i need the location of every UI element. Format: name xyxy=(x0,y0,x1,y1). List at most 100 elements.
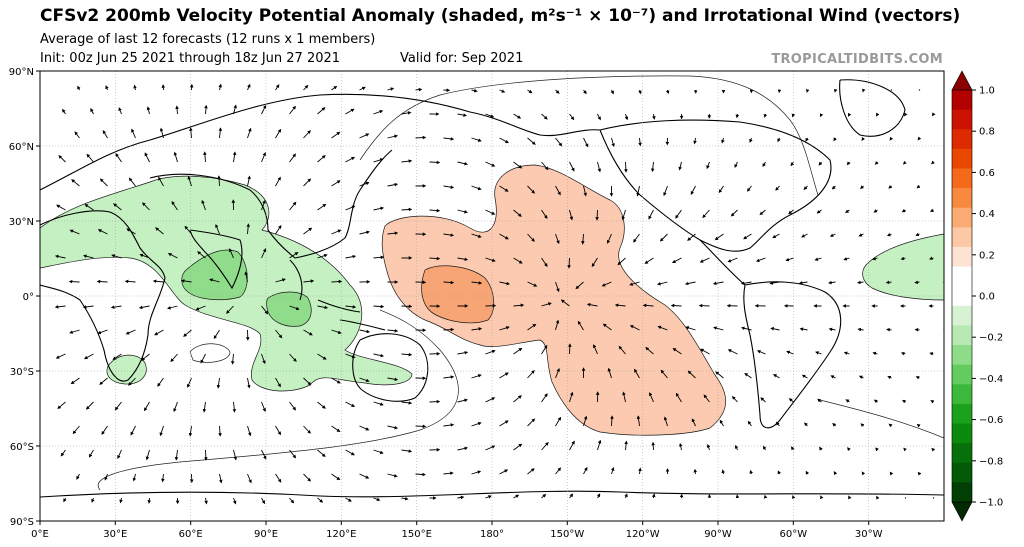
wind-vector xyxy=(541,161,549,171)
colorbar-cell xyxy=(952,207,972,228)
wind-vector xyxy=(819,446,823,451)
wind-vector xyxy=(429,256,441,261)
wind-vector xyxy=(457,113,467,117)
wind-vector xyxy=(387,328,399,333)
wind-vector xyxy=(749,469,753,475)
wind-vector xyxy=(71,179,80,187)
wind-vector xyxy=(788,398,794,403)
wind-vector xyxy=(916,423,921,428)
init-time-label: Init: 00z Jun 25 2021 through 18z Jun 27… xyxy=(40,51,341,66)
wind-vector xyxy=(289,252,299,259)
wind-vector xyxy=(930,400,935,404)
wind-vector xyxy=(217,175,221,187)
wind-vector xyxy=(607,367,612,379)
wind-vector xyxy=(499,89,506,93)
wind-vector xyxy=(946,425,947,426)
wind-vector xyxy=(636,415,641,427)
wind-vector xyxy=(659,233,668,242)
wind-vector xyxy=(485,445,496,451)
wind-vector xyxy=(86,153,94,163)
wind-vector xyxy=(805,470,810,475)
wind-vector xyxy=(902,160,907,165)
wind-vector xyxy=(541,493,547,499)
wind-vector xyxy=(232,401,237,413)
wind-vector xyxy=(583,185,587,197)
wind-vector xyxy=(373,158,384,163)
wind-vector xyxy=(596,493,601,499)
wind-vector xyxy=(101,425,108,435)
wind-vector xyxy=(874,161,879,165)
wind-vector xyxy=(289,353,297,363)
wind-vector xyxy=(706,161,710,170)
wind-vector xyxy=(886,327,892,332)
wind-vector xyxy=(359,133,370,139)
wind-vector xyxy=(900,256,906,261)
wind-vector xyxy=(790,161,795,167)
colorbar-cell xyxy=(952,109,972,130)
wind-vector xyxy=(275,176,281,187)
wind-vector xyxy=(541,344,548,355)
wind-vector xyxy=(55,353,66,359)
wind-vector xyxy=(513,494,520,499)
strong-negative-anomaly-india xyxy=(181,249,248,301)
wind-vector xyxy=(634,368,640,379)
wind-vector xyxy=(872,351,878,356)
wind-vector xyxy=(485,349,496,355)
lon-label: 90°E xyxy=(254,529,278,540)
wind-vector xyxy=(861,136,865,141)
colorbar-tick-label: −1.0 xyxy=(979,498,1003,509)
wind-vector xyxy=(693,137,697,145)
wind-vector xyxy=(246,223,250,235)
wind-vector xyxy=(555,416,562,427)
lon-label: 120°E xyxy=(326,529,356,540)
wind-vector xyxy=(471,327,483,331)
wind-vector xyxy=(847,447,851,451)
graticule xyxy=(40,71,944,521)
wind-vector xyxy=(499,281,511,286)
wind-vector xyxy=(943,232,944,236)
wind-vector xyxy=(331,329,342,334)
wind-vector xyxy=(727,257,738,263)
wind-vector xyxy=(62,108,66,115)
wind-vector xyxy=(331,279,343,284)
wind-vector xyxy=(167,305,178,310)
wind-vector xyxy=(359,230,371,235)
colorbar-extend-top xyxy=(951,70,973,91)
wind-vector xyxy=(69,229,80,235)
wind-vector xyxy=(756,350,766,355)
wind-vector xyxy=(345,156,356,163)
lon-label: 30°E xyxy=(103,529,127,540)
wind-vector xyxy=(247,127,252,139)
wind-vector xyxy=(527,233,535,242)
wind-vector xyxy=(816,209,822,214)
wind-vector xyxy=(202,401,207,413)
wind-vector xyxy=(617,257,626,266)
wind-vector xyxy=(373,401,384,406)
wind-vector xyxy=(77,85,81,91)
wind-vector xyxy=(734,161,738,168)
wind-vector xyxy=(858,375,864,379)
wind-vector xyxy=(104,473,108,481)
wind-vector xyxy=(541,209,548,220)
wind-vector xyxy=(457,209,468,214)
wind-vector xyxy=(219,473,223,484)
wind-vector xyxy=(917,471,922,476)
wind-vector xyxy=(226,305,234,314)
wind-vector xyxy=(685,326,696,331)
wind-vector xyxy=(317,497,324,503)
wind-vector xyxy=(303,377,312,386)
wind-vector xyxy=(760,397,766,403)
wind-vector xyxy=(917,136,922,141)
wind-vector xyxy=(621,209,626,221)
wind-vector xyxy=(678,161,682,171)
wind-vector xyxy=(888,184,893,189)
wind-vector xyxy=(700,348,710,355)
valid-time-label: Valid for: Sep 2021 xyxy=(400,51,524,66)
wind-vector xyxy=(597,161,602,173)
wind-vector xyxy=(592,344,598,355)
wind-vector xyxy=(916,184,921,189)
wind-vector xyxy=(443,375,455,379)
wind-vector xyxy=(713,326,724,331)
wind-vector xyxy=(331,85,338,91)
wind-vector xyxy=(485,495,492,499)
